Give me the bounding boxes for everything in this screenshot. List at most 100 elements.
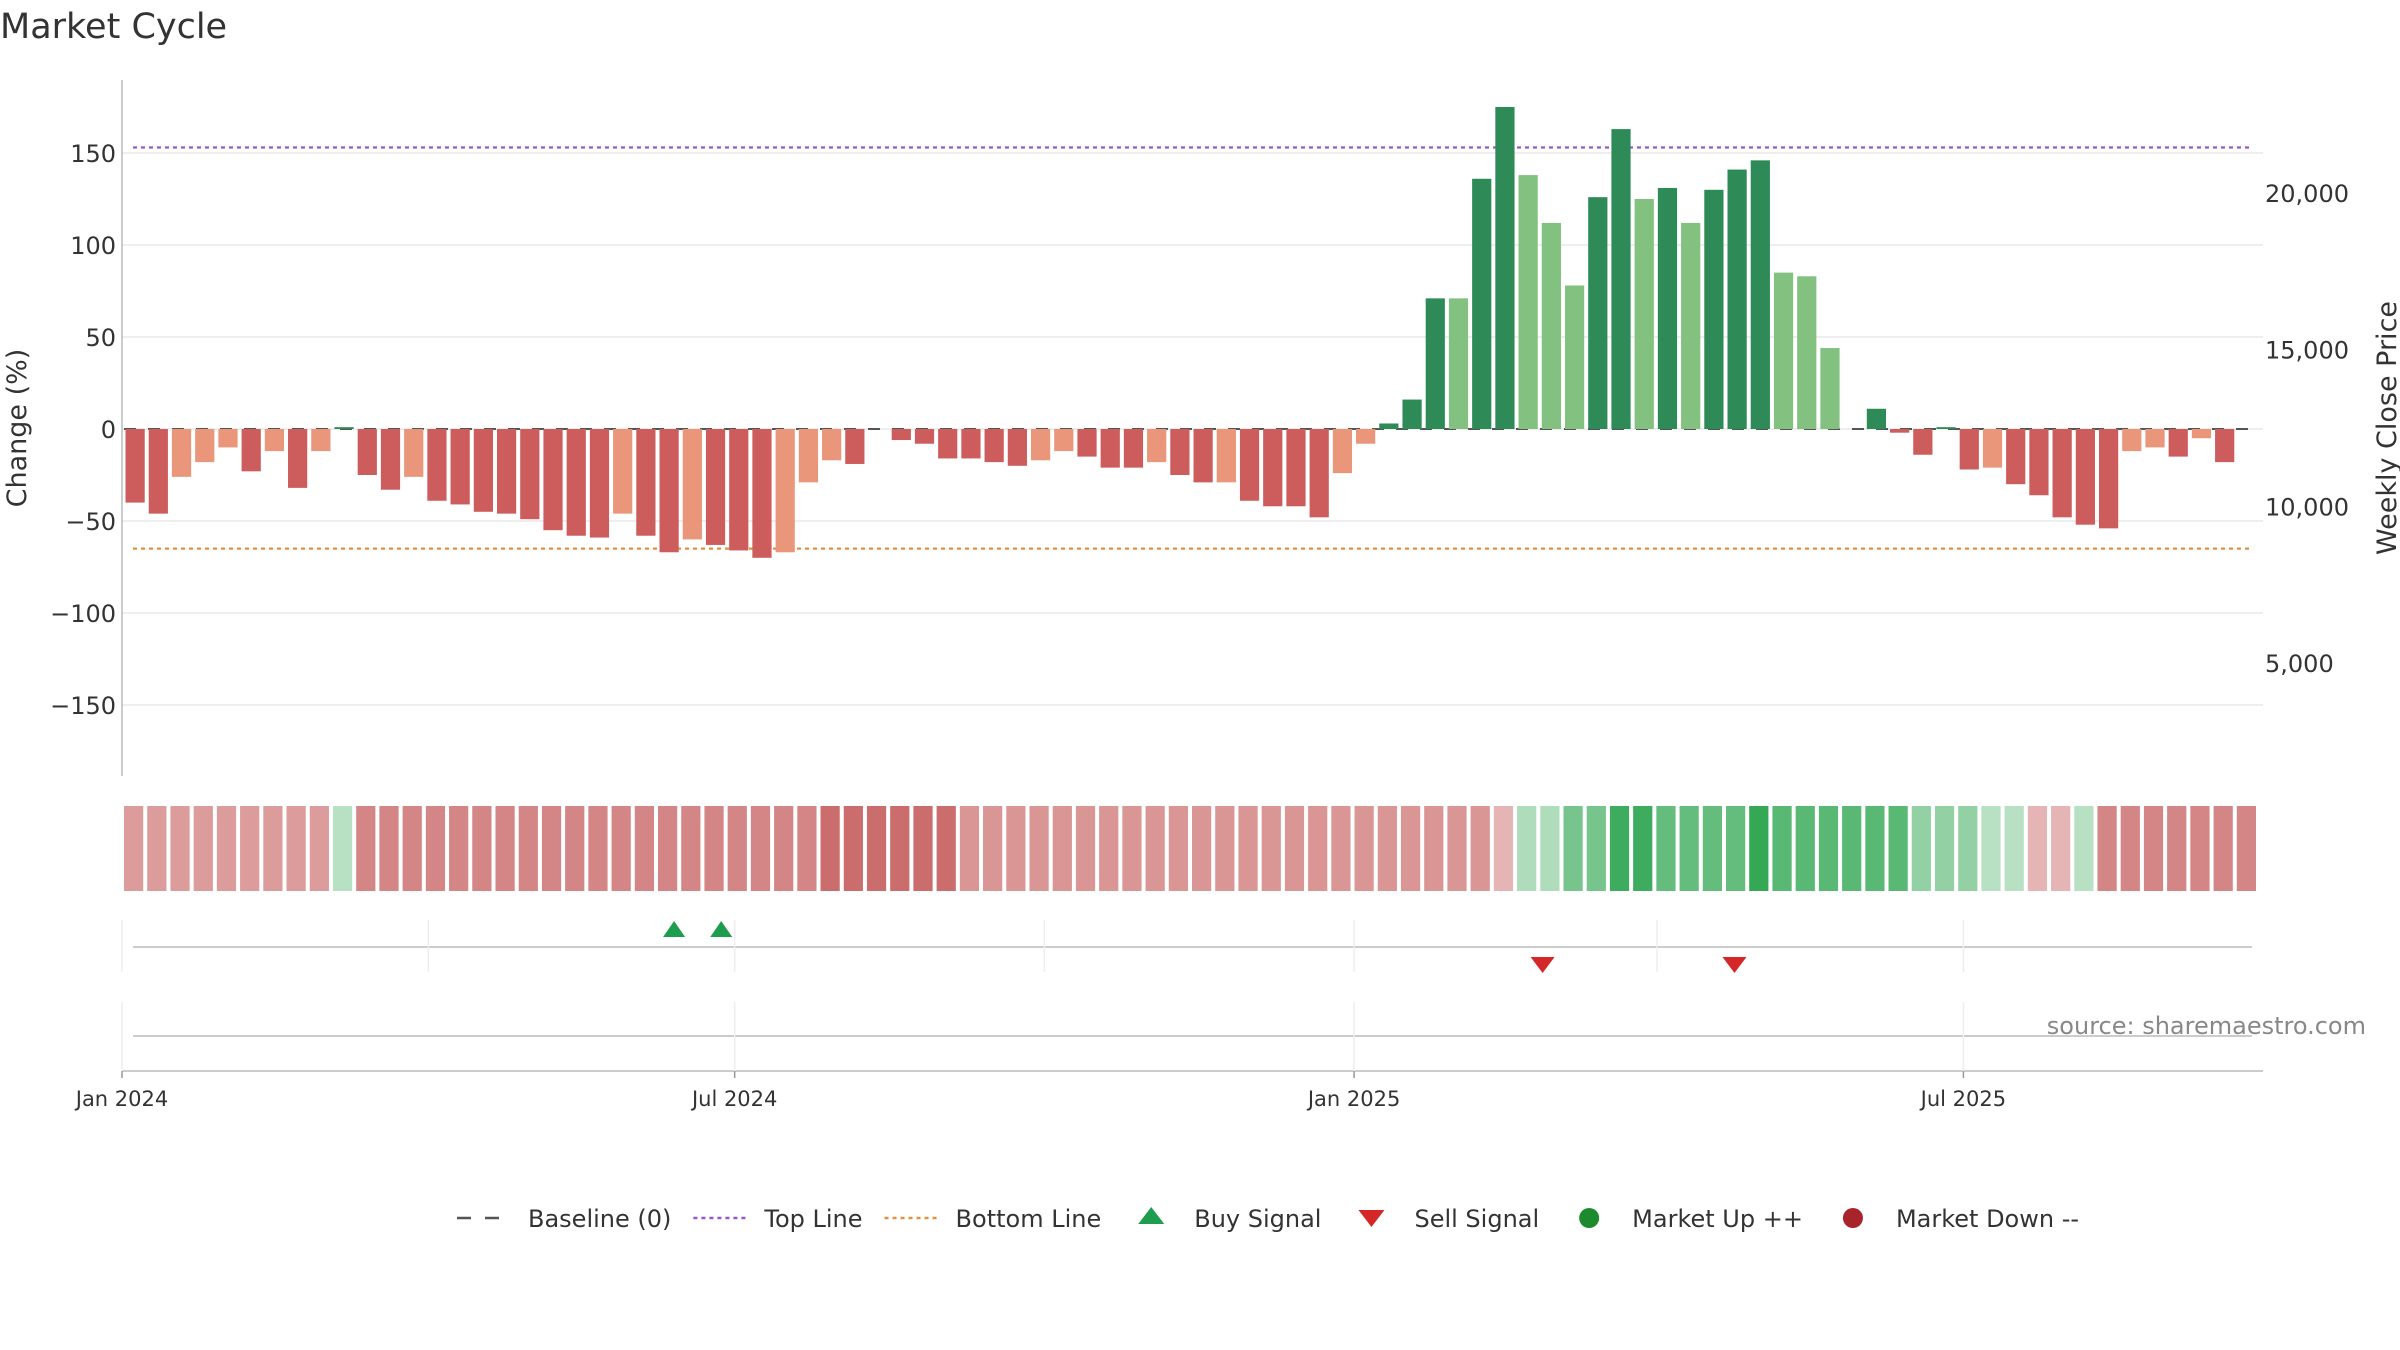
heat-cell: [1586, 806, 1606, 891]
chart-title: Market Cycle: [0, 7, 227, 47]
heat-cell: [402, 806, 422, 891]
y2-tick-label: 5,000: [2265, 650, 2334, 678]
bar: [1402, 399, 1422, 429]
bar: [1100, 429, 1120, 468]
legend-swatch: [1138, 1207, 1165, 1224]
heat-cell: [495, 806, 515, 891]
bar: [1054, 429, 1074, 452]
bar: [473, 429, 493, 512]
bar: [938, 429, 958, 459]
bar: [1634, 199, 1654, 429]
bar: [1704, 189, 1724, 429]
bar: [520, 429, 540, 520]
y-tick-label: 100: [70, 232, 116, 260]
heat-cell: [193, 806, 213, 891]
heat-cell: [425, 806, 446, 891]
heat-cell: [2097, 806, 2117, 891]
bar: [1866, 408, 1887, 429]
legend-item-bottom-line: Bottom Line: [884, 1205, 1102, 1233]
heat-cell: [1679, 806, 1699, 891]
heat-cell: [727, 806, 747, 891]
bar: [1286, 429, 1306, 507]
legend: Baseline (0) Top Line Bottom Line Buy Signa…: [457, 1205, 2079, 1233]
bar: [984, 429, 1004, 463]
bar: [1379, 423, 1399, 429]
bar: [1332, 429, 1353, 474]
bar: [1263, 429, 1283, 507]
bar: [1890, 429, 1910, 433]
heat-cell: [1470, 806, 1490, 891]
heat-cell: [1122, 806, 1142, 891]
legend-label: Market Up ++: [1632, 1205, 1803, 1233]
bar: [2052, 429, 2072, 518]
heat-cell: [565, 806, 585, 891]
heat-cell: [588, 806, 608, 891]
heat-cell: [1888, 806, 1908, 891]
bar: [845, 429, 865, 464]
heat-cell: [983, 806, 1003, 891]
heat-cell: [518, 806, 538, 891]
bar: [752, 429, 772, 558]
heat-cell: [240, 806, 260, 891]
heat-cell: [1192, 806, 1212, 891]
heat-cell: [1795, 806, 1815, 891]
heat-cell: [681, 806, 701, 891]
bar: [288, 429, 308, 488]
bar: [427, 429, 447, 501]
bar: [1495, 107, 1515, 429]
bar: [1007, 429, 1027, 466]
bar: [1239, 429, 1260, 501]
heat-cell: [750, 806, 771, 891]
legend-item-sell-signal: Sell Signal: [1358, 1205, 1539, 1233]
bar: [729, 429, 749, 551]
heat-cell: [216, 806, 237, 891]
bar: [195, 429, 215, 463]
bar: [2029, 429, 2049, 496]
heat-cell: [1447, 806, 1467, 891]
legend-label: Sell Signal: [1414, 1205, 1539, 1233]
bar: [1982, 429, 2003, 468]
bar: [1170, 429, 1190, 475]
bar: [1936, 427, 1956, 429]
bars: [125, 107, 2235, 558]
bar: [1147, 429, 1167, 463]
legend-swatch: [1358, 1210, 1385, 1227]
bar: [1472, 178, 1492, 429]
heat-cell: [286, 806, 306, 891]
bar: [1727, 169, 1747, 429]
bar: [218, 429, 238, 448]
heat-cell: [820, 806, 840, 891]
legend-label: Baseline (0): [528, 1205, 671, 1233]
y-tick-label: 0: [101, 416, 116, 444]
y2-tick-labels: 20,000 15,000 10,000 5,000: [2265, 180, 2349, 678]
heat-cell: [1075, 806, 1096, 891]
bar: [1681, 222, 1701, 429]
legend-label: Bottom Line: [956, 1205, 1102, 1233]
heat-cell: [1424, 806, 1444, 891]
x-tick-label: Jan 2024: [74, 1087, 169, 1111]
heat-cell: [1772, 806, 1792, 891]
bar: [1309, 429, 1329, 518]
bar: [566, 429, 586, 536]
heat-cell: [1749, 806, 1769, 891]
bar: [914, 429, 935, 444]
bar: [1123, 429, 1144, 468]
legend-item-market-down: Market Down --: [1842, 1205, 2079, 1233]
heat-cell: [2051, 806, 2071, 891]
bar: [2075, 429, 2095, 525]
heat-cell: [263, 806, 283, 891]
heat-cell: [936, 806, 956, 891]
bar: [241, 429, 261, 472]
bar: [450, 429, 470, 505]
sell-signal-marker: [1530, 957, 1555, 973]
bar: [1913, 429, 1933, 455]
heat-cell: [1656, 806, 1676, 891]
heat-cell: [2027, 806, 2048, 891]
bar: [1657, 187, 1678, 429]
bar: [2168, 429, 2188, 457]
bar: [1588, 197, 1608, 429]
bar: [1564, 285, 1585, 429]
bar: [2122, 429, 2142, 452]
signal-panel: [121, 920, 2252, 1071]
